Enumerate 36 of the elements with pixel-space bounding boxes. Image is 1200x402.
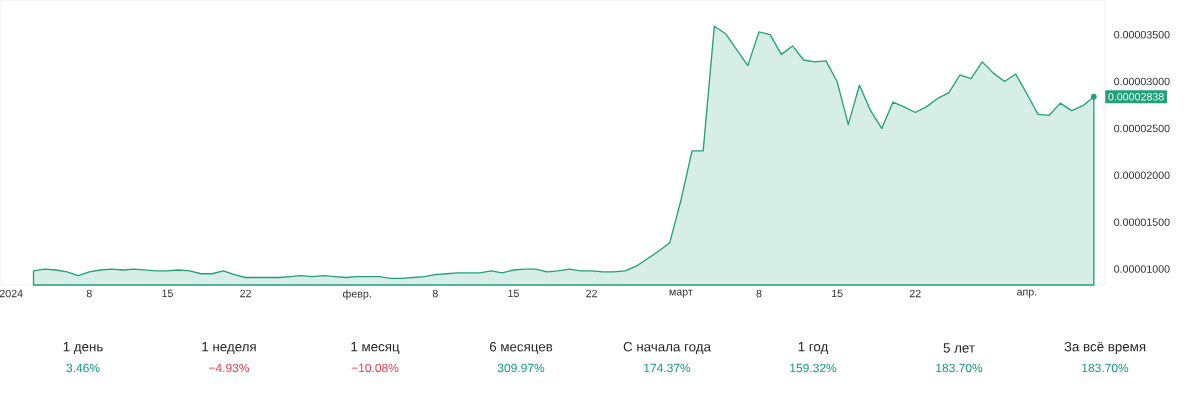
category-label: С начала года: [623, 342, 711, 354]
data-label: 174.37%: [644, 363, 691, 373]
x-tick-label: 22: [586, 289, 597, 298]
y-tick-label: 0.00003000: [1114, 77, 1170, 86]
category-label: За всё время: [1064, 341, 1146, 355]
y-tick-label: 0.00002500: [1114, 124, 1170, 133]
category-label: 1 день: [63, 342, 103, 354]
data-label: 309.97%: [497, 363, 545, 373]
x-tick-label: 15: [162, 289, 173, 298]
x-tick-label: 15: [508, 289, 519, 298]
data-label: 3.46%: [66, 363, 100, 373]
category-label: 5 лет: [943, 343, 975, 353]
category-label: 1 неделя: [202, 342, 256, 354]
y-tick-label: 0.00001000: [1114, 265, 1170, 273]
x-tick-label: 15: [832, 289, 843, 298]
x-tick-label: 8: [756, 289, 762, 298]
x-tick-label: февр.: [342, 289, 371, 300]
x-tick-label: апр.: [1017, 289, 1037, 298]
data-label: 183.70%: [1082, 363, 1129, 373]
x-tick-label: март: [669, 289, 693, 298]
data-label: 183.70%: [936, 363, 983, 373]
data-label: −4.93%: [209, 363, 250, 373]
x-tick-label: 22: [909, 289, 921, 298]
category-label: 1 год: [798, 342, 829, 354]
x-tick-label: 2024: [0, 289, 23, 298]
y-tick-label: 0.00003500: [1114, 30, 1170, 39]
data-label: 159.32%: [790, 363, 837, 373]
x-tick-label: 8: [432, 289, 438, 298]
y-tick-label: 0.00001500: [1114, 218, 1170, 226]
x-tick-label: 8: [86, 289, 92, 298]
y-tick-label: 0.00002000: [1114, 171, 1170, 180]
annotation: 0.00002838: [1108, 92, 1164, 101]
category-label: 1 месяц: [351, 342, 400, 354]
category-label: 6 месяцев: [489, 342, 553, 354]
data-label: −10.08%: [351, 363, 399, 373]
x-tick-label: 22: [240, 289, 251, 298]
